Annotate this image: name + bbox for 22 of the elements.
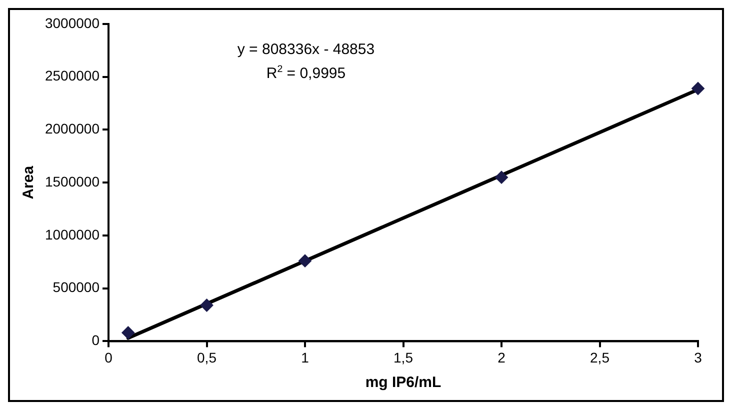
y-tick-label: 500000 <box>52 279 100 296</box>
point <box>200 298 214 312</box>
x-tick-label: 2,5 <box>590 349 610 366</box>
y-tick-label: 1500000 <box>44 173 100 190</box>
y-tick-label: 2000000 <box>44 120 100 137</box>
x-tick-label: 0 <box>104 349 113 366</box>
point <box>692 82 704 95</box>
x-tick-label: 1,5 <box>394 349 414 366</box>
x-tick-label: 3 <box>694 349 702 366</box>
y-tick-label: 3000000 <box>44 14 100 31</box>
y-tick-label: 1000000 <box>44 226 100 242</box>
point <box>298 254 312 268</box>
x-tick-label: 0,5 <box>197 349 217 366</box>
annotation: y = 808336x - 48853 <box>237 41 375 58</box>
x-tick-label: 1 <box>301 349 310 366</box>
point <box>122 326 135 340</box>
y-axis-title: Area <box>20 165 38 200</box>
x-axis-title: mg IP6/mL <box>365 374 442 392</box>
y-tick-label: 2500000 <box>44 68 100 84</box>
point <box>495 170 508 184</box>
x-tick-label: 2 <box>498 349 506 366</box>
y-tick-label: 0 <box>92 332 100 348</box>
